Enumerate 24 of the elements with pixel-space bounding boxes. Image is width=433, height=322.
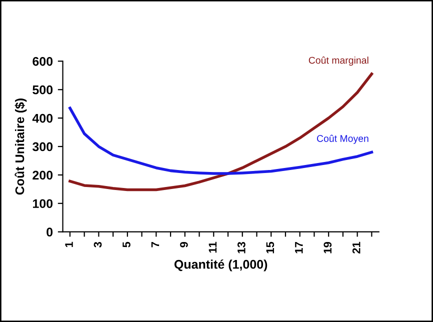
y-tick-label: 500 [32,85,53,94]
x-tick-label: 17 [295,242,303,254]
x-tick-label: 11 [208,242,217,253]
x-tick-label: 13 [237,242,246,254]
x-tick-label: 9 [180,242,188,248]
x-axis-title: Quantité (1,000) [174,259,268,272]
y-tick-label: 200 [32,170,53,180]
y-axis-title: Coût Unitaire ($) [14,98,27,195]
line-series [68,106,374,175]
series-label: Coût Moyen [316,134,368,144]
line-series [68,72,374,192]
x-tick-label: 5 [122,242,130,248]
y-tick-label: 0 [46,228,53,236]
x-tick-label: 19 [324,242,332,254]
y-tick-label: 100 [32,199,53,208]
y-tick-label: 300 [32,142,53,152]
x-tick-label: 3 [94,242,102,248]
y-tick-label: 400 [32,114,53,123]
x-tick-label: 15 [266,242,274,254]
series-label: Coût marginal [308,56,368,66]
y-tick-label: 600 [32,56,53,66]
x-tick-label: 21 [352,242,360,254]
x-tick-label: 7 [151,242,160,248]
x-tick-label: 1 [65,242,73,248]
